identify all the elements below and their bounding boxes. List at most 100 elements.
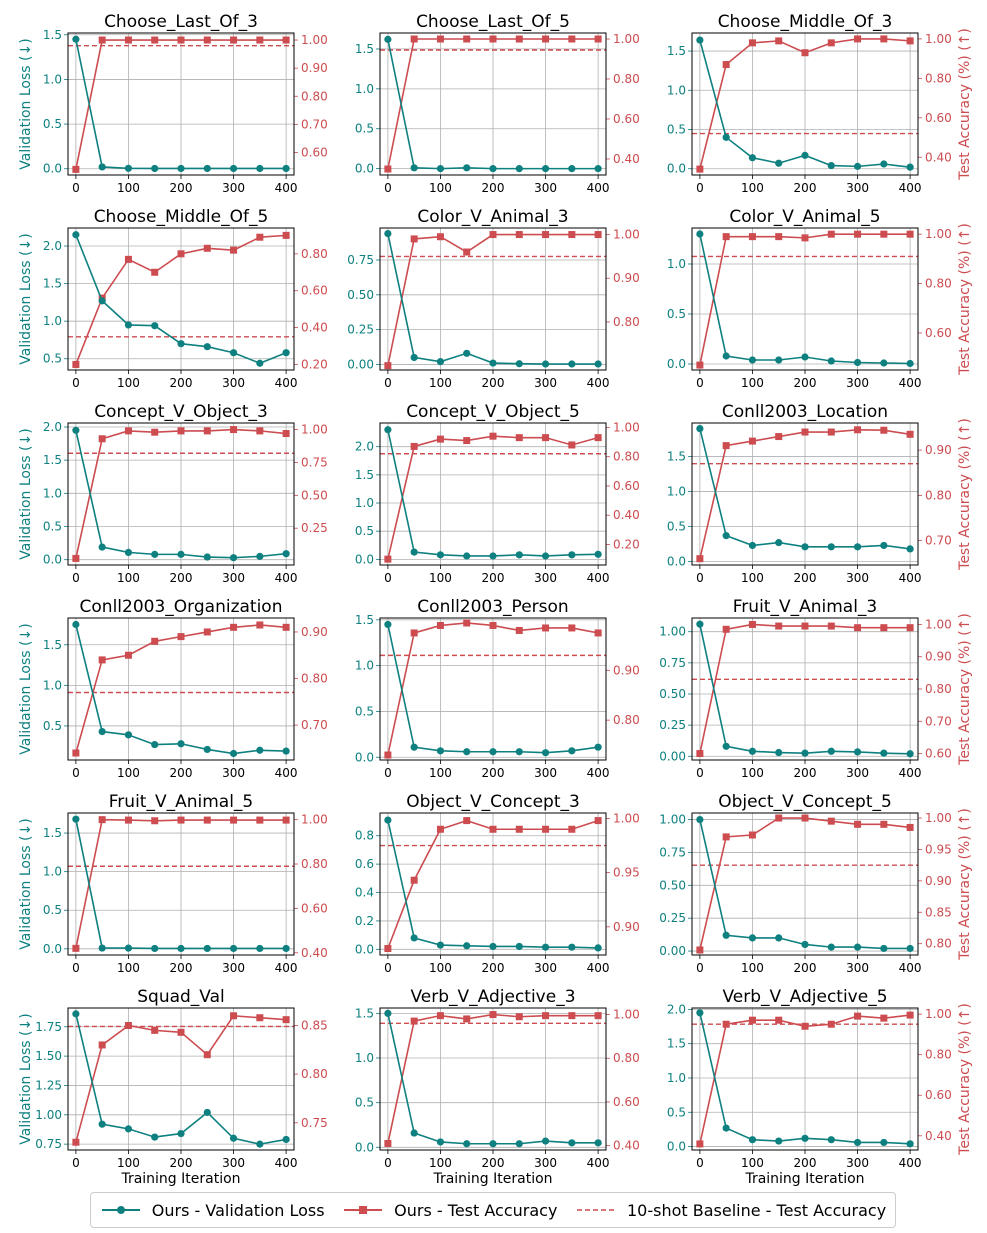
left-tick-label: 0.5 bbox=[355, 704, 374, 718]
accuracy-point bbox=[827, 230, 835, 238]
accuracy-point bbox=[410, 876, 418, 884]
accuracy-point bbox=[827, 817, 835, 825]
accuracy-point bbox=[436, 435, 444, 443]
loss-point bbox=[748, 747, 757, 755]
plot-frame bbox=[379, 227, 607, 371]
loss-point bbox=[775, 539, 783, 547]
loss-point bbox=[853, 543, 862, 551]
loss-point bbox=[151, 1133, 159, 1141]
loss-point bbox=[696, 36, 704, 44]
right-tick-label: 0.70 bbox=[925, 714, 952, 728]
loss-point bbox=[906, 545, 914, 553]
accuracy-point bbox=[282, 623, 290, 631]
loss-point bbox=[410, 743, 418, 751]
accuracy-point bbox=[696, 946, 704, 954]
accuracy-point bbox=[748, 233, 756, 241]
legend-marker-red-dashed bbox=[577, 1209, 615, 1211]
accuracy-point bbox=[594, 1012, 602, 1020]
accuracy-point bbox=[775, 37, 783, 45]
right-tick-label: 1.00 bbox=[925, 617, 952, 631]
accuracy-point bbox=[230, 36, 238, 44]
accuracy-point bbox=[463, 619, 471, 627]
plot-frame bbox=[379, 617, 607, 761]
loss-point bbox=[436, 941, 445, 949]
x-tick-label: 100 bbox=[741, 766, 764, 780]
left-tick-label: 0.5 bbox=[355, 524, 374, 538]
x-tick-label: 0 bbox=[384, 961, 392, 975]
accuracy-point bbox=[594, 35, 602, 43]
accuracy-point bbox=[775, 433, 783, 441]
accuracy-point bbox=[256, 816, 264, 824]
plot-frame bbox=[67, 227, 295, 371]
left-tick-label: 1.5 bbox=[667, 450, 686, 464]
right-tick-label: 1.00 bbox=[925, 32, 952, 46]
loss-point bbox=[541, 749, 550, 757]
plot-frame bbox=[691, 812, 919, 956]
loss-point bbox=[906, 944, 914, 953]
subplot-8: Conll2003_Location 0 100 200 300 400 0.0 0.5 1.0… bbox=[667, 402, 973, 585]
right-tick-label: 0.90 bbox=[613, 920, 640, 934]
left-tick-label: 1.75 bbox=[35, 1020, 62, 1034]
accuracy-point bbox=[880, 35, 888, 43]
accuracy-point bbox=[203, 36, 211, 44]
right-tick-label: 0.60 bbox=[301, 901, 328, 915]
accuracy-point bbox=[72, 360, 80, 368]
loss-point bbox=[229, 749, 238, 758]
loss-point bbox=[98, 543, 106, 551]
x-tick-label: 0 bbox=[696, 181, 704, 195]
left-tick-label: 1.50 bbox=[35, 1049, 62, 1063]
left-tick-label: 1.0 bbox=[355, 496, 374, 510]
x-tick-label: 100 bbox=[117, 766, 140, 780]
accuracy-point bbox=[489, 825, 497, 833]
y-axis-label-left: Validation Loss (↓) bbox=[18, 233, 34, 364]
loss-point bbox=[515, 942, 523, 951]
accuracy-point bbox=[722, 61, 730, 69]
loss-point bbox=[177, 340, 185, 348]
x-tick-label: 400 bbox=[587, 376, 610, 390]
accuracy-point bbox=[177, 816, 185, 824]
loss-point bbox=[880, 160, 888, 168]
accuracy-point bbox=[722, 233, 730, 241]
loss-point bbox=[696, 815, 704, 824]
right-tick-label: 0.25 bbox=[301, 521, 328, 535]
right-tick-label: 0.40 bbox=[301, 946, 328, 960]
loss-point bbox=[72, 35, 80, 43]
loss-point bbox=[827, 1136, 835, 1144]
right-tick-label: 0.60 bbox=[613, 479, 640, 493]
loss-point bbox=[880, 541, 888, 550]
left-tick-label: 1.0 bbox=[43, 486, 62, 500]
accuracy-point bbox=[124, 816, 132, 824]
subplot-11: Fruit_V_Animal_3 0 100 200 300 400 0.00 0.25 0.5… bbox=[659, 597, 973, 780]
x-axis-label: Training Iteration bbox=[744, 1171, 864, 1187]
right-tick-label: 0.75 bbox=[301, 1116, 328, 1130]
accuracy-point bbox=[696, 1140, 704, 1148]
accuracy-point bbox=[436, 621, 444, 629]
right-tick-label: 0.60 bbox=[301, 284, 328, 298]
x-tick-label: 400 bbox=[899, 376, 922, 390]
x-tick-label: 0 bbox=[696, 961, 704, 975]
plot-frame bbox=[379, 1007, 607, 1151]
x-tick-label: 200 bbox=[170, 1156, 193, 1170]
loss-point bbox=[282, 944, 290, 953]
left-tick-label: 1.5 bbox=[667, 1037, 686, 1051]
left-tick-label: 1.0 bbox=[43, 314, 62, 328]
loss-point bbox=[72, 231, 80, 239]
left-tick-label: 0.5 bbox=[667, 122, 686, 136]
accuracy-point bbox=[696, 165, 704, 173]
plot-frame bbox=[67, 1007, 295, 1151]
loss-point bbox=[384, 35, 392, 43]
right-tick-label: 0.85 bbox=[301, 1019, 328, 1033]
loss-point bbox=[410, 164, 418, 172]
left-tick-label: 2.0 bbox=[43, 420, 62, 434]
accuracy-point bbox=[801, 49, 809, 57]
accuracy-point bbox=[542, 231, 550, 239]
loss-point bbox=[98, 297, 106, 305]
x-tick-label: 400 bbox=[899, 1156, 922, 1170]
accuracy-point bbox=[568, 35, 576, 43]
x-tick-label: 100 bbox=[429, 376, 452, 390]
loss-point bbox=[853, 748, 862, 756]
x-tick-label: 400 bbox=[275, 961, 298, 975]
accuracy-point bbox=[151, 428, 159, 436]
loss-point bbox=[229, 1134, 238, 1142]
